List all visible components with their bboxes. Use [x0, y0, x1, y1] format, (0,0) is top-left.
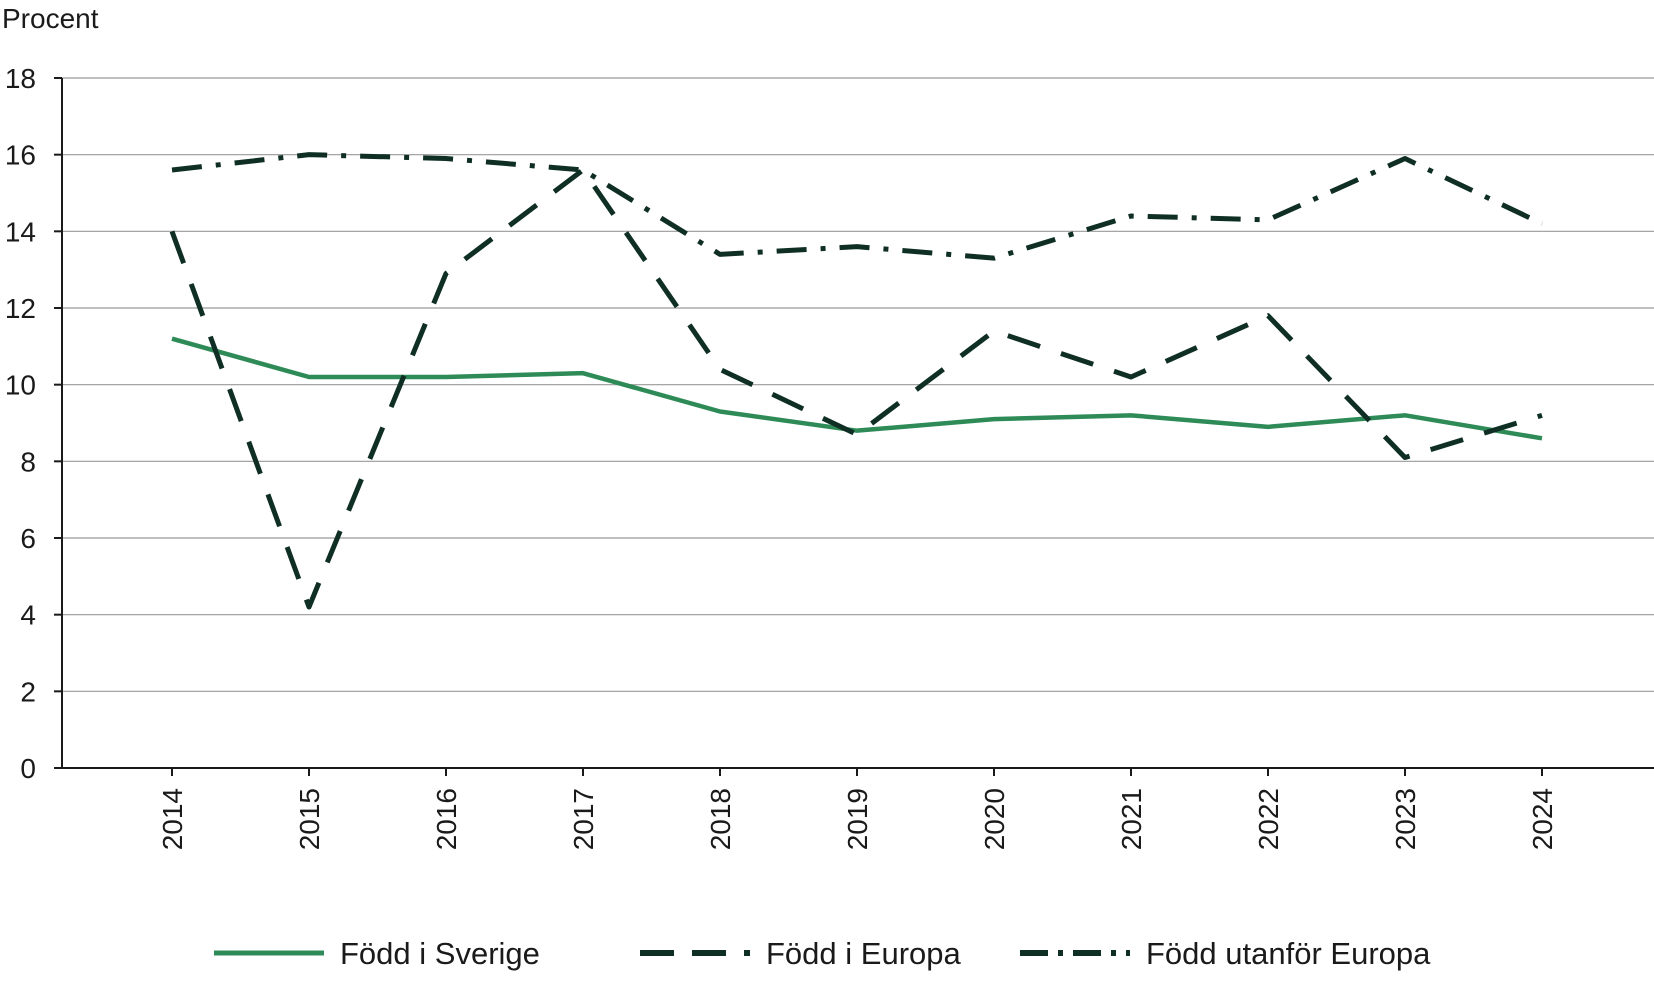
axes [54, 77, 1654, 776]
x-tick-label: 2022 [1253, 788, 1284, 850]
x-tick-label: 2016 [431, 788, 462, 850]
y-tick-label: 2 [20, 676, 36, 707]
x-tick-label: 2019 [842, 788, 873, 850]
y-tick-label: 10 [5, 370, 36, 401]
y-tick-label: 16 [5, 140, 36, 171]
x-tick-label: 2018 [705, 788, 736, 850]
x-tick-label: 2021 [1116, 788, 1147, 850]
y-tick-label: 6 [20, 523, 36, 554]
gridlines [62, 77, 1654, 692]
tick-labels: 0 2 4 6 8 10 12 14 16 18 2014 2015 2016 2017 2018 2019 2… [5, 63, 1558, 850]
series-line-2 [169, 167, 1543, 610]
x-tick-label: 2023 [1390, 788, 1421, 850]
legend: Född i Sverige Född i Europa Född utanför … [214, 936, 1431, 971]
x-tick-label: 2014 [157, 788, 188, 850]
y-tick-label: 8 [20, 446, 36, 477]
y-tick-label: 0 [20, 753, 36, 784]
y-tick-label: 14 [5, 216, 36, 247]
y-axis-title: Procent [2, 3, 99, 34]
x-tick-label: 2024 [1527, 788, 1558, 850]
series-line-3 [171, 152, 1544, 261]
y-tick-label: 4 [20, 600, 36, 631]
x-tick-label: 2017 [568, 788, 599, 850]
legend-label-2: Född i Europa [766, 936, 961, 971]
x-tick-label: 2015 [294, 788, 325, 850]
y-tick-label: 12 [5, 293, 36, 324]
legend-label-3: Född utanför Europa [1146, 936, 1431, 971]
series-line-1 [171, 336, 1543, 441]
legend-label-1: Född i Sverige [340, 936, 540, 971]
series-lines [169, 152, 1544, 610]
y-tick-label: 18 [5, 63, 36, 94]
x-tick-label: 2020 [979, 788, 1010, 850]
